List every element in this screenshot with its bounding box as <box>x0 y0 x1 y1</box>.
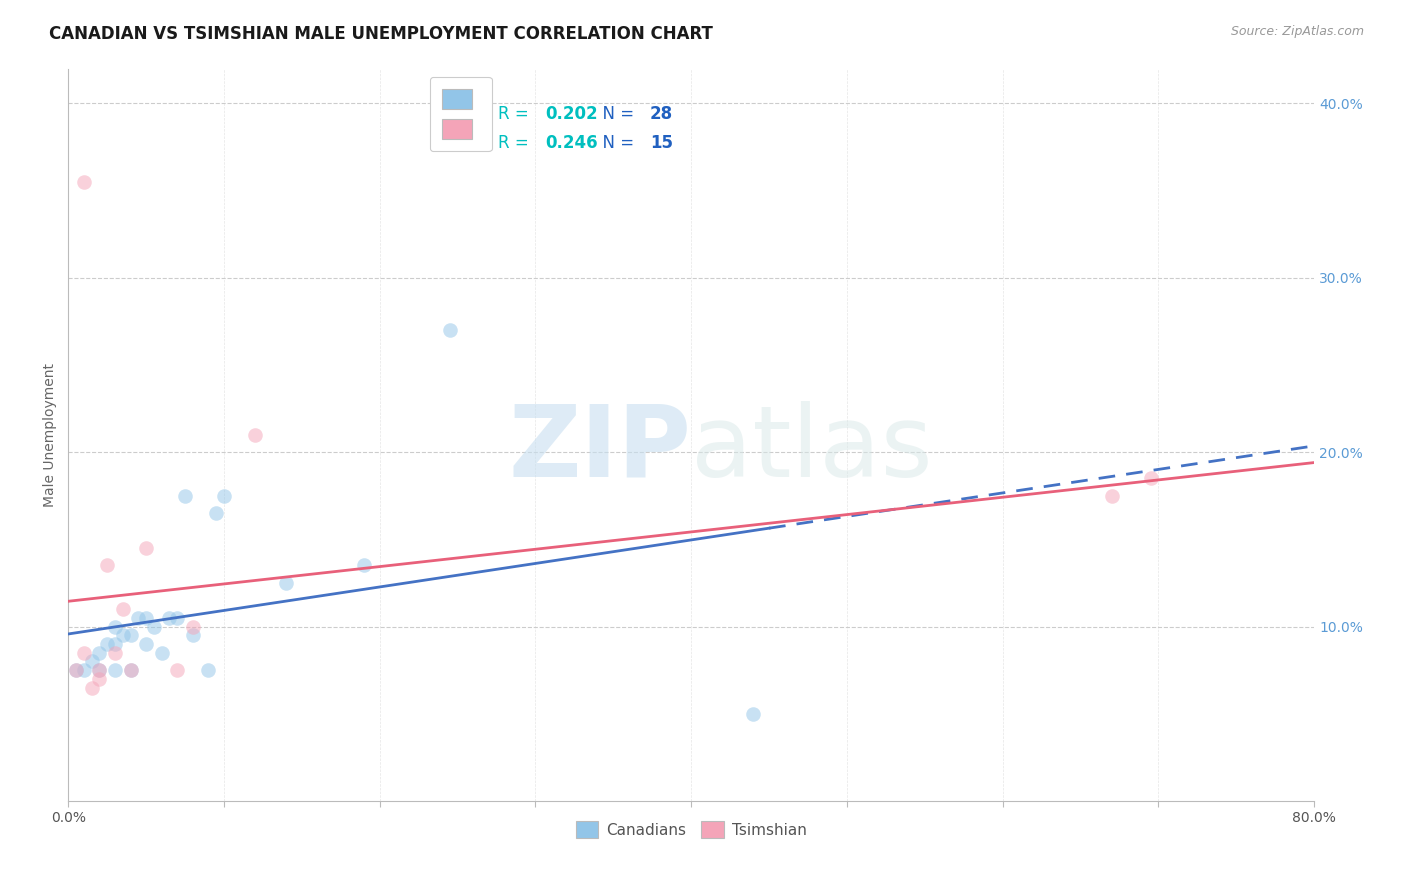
Point <box>135 541 157 555</box>
Point <box>65 663 87 677</box>
Point <box>142 619 165 633</box>
Text: atlas: atlas <box>692 401 932 498</box>
Point <box>104 619 127 633</box>
Point <box>159 611 181 625</box>
Text: N =: N = <box>592 105 638 123</box>
Point <box>111 628 134 642</box>
Y-axis label: Male Unemployment: Male Unemployment <box>44 363 58 507</box>
Point <box>96 558 118 573</box>
Point <box>80 681 103 695</box>
Point <box>135 611 157 625</box>
Point <box>276 575 298 590</box>
Point <box>135 637 157 651</box>
Point <box>89 663 111 677</box>
Text: 28: 28 <box>650 105 673 123</box>
Point <box>1139 471 1161 485</box>
Text: 0.246: 0.246 <box>546 134 598 153</box>
Point <box>111 602 134 616</box>
Point <box>120 663 142 677</box>
Text: R =: R = <box>498 134 534 153</box>
Point <box>353 558 375 573</box>
Point <box>73 646 96 660</box>
Point <box>89 672 111 686</box>
Point <box>65 663 87 677</box>
Text: CANADIAN VS TSIMSHIAN MALE UNEMPLOYMENT CORRELATION CHART: CANADIAN VS TSIMSHIAN MALE UNEMPLOYMENT … <box>49 25 713 43</box>
Point <box>205 506 228 520</box>
Point <box>166 611 188 625</box>
Point <box>89 646 111 660</box>
Point <box>212 489 235 503</box>
Point <box>104 637 127 651</box>
Point <box>439 323 461 337</box>
Point <box>120 628 142 642</box>
Point <box>104 646 127 660</box>
Text: R =: R = <box>498 105 534 123</box>
Point <box>104 663 127 677</box>
Point <box>174 489 197 503</box>
Text: N =: N = <box>592 134 638 153</box>
Point <box>73 663 96 677</box>
Point <box>1101 489 1123 503</box>
Text: Source: ZipAtlas.com: Source: ZipAtlas.com <box>1230 25 1364 38</box>
Point <box>127 611 149 625</box>
Point <box>120 663 142 677</box>
Point <box>73 175 96 189</box>
Point <box>181 628 204 642</box>
Point <box>166 663 188 677</box>
Point <box>96 637 118 651</box>
Point <box>89 663 111 677</box>
Text: 15: 15 <box>650 134 673 153</box>
Legend: Canadians, Tsimshian: Canadians, Tsimshian <box>569 814 813 845</box>
Point <box>181 619 204 633</box>
Point <box>150 646 173 660</box>
Text: 0.202: 0.202 <box>546 105 598 123</box>
Point <box>742 706 765 721</box>
Point <box>243 427 266 442</box>
Point <box>197 663 219 677</box>
Point <box>80 654 103 668</box>
Text: ZIP: ZIP <box>509 401 692 498</box>
